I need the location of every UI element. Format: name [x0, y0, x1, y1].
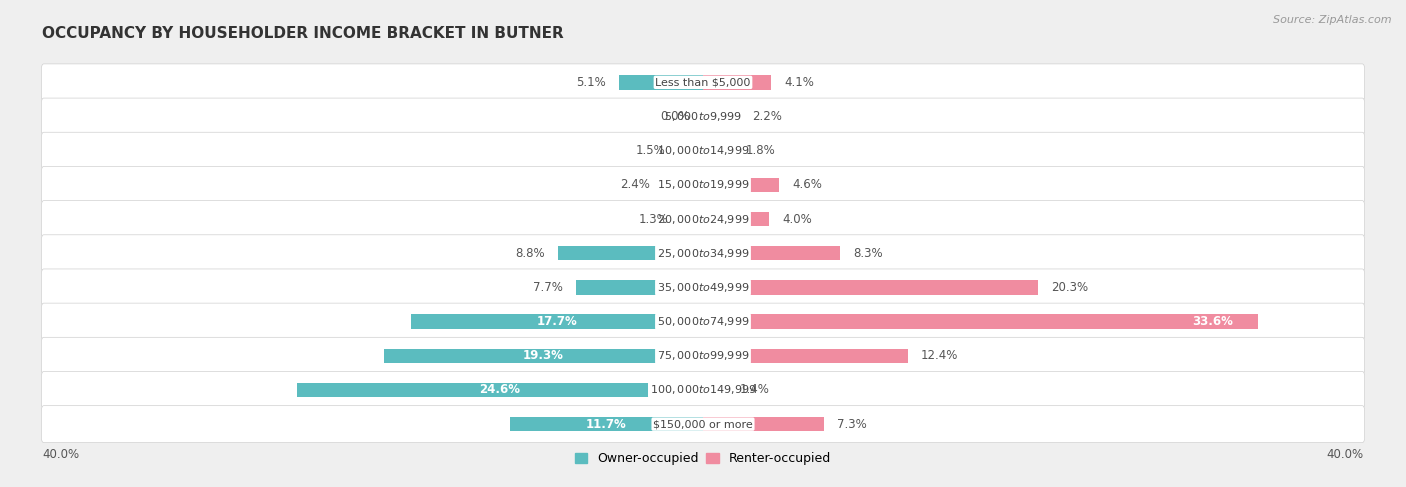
Text: 0.0%: 0.0% — [661, 110, 690, 123]
FancyBboxPatch shape — [41, 269, 1365, 306]
FancyBboxPatch shape — [41, 337, 1365, 374]
Bar — [703, 383, 725, 397]
FancyBboxPatch shape — [41, 167, 1365, 204]
Text: 40.0%: 40.0% — [1327, 448, 1364, 461]
Text: 4.1%: 4.1% — [785, 76, 814, 89]
Bar — [703, 212, 769, 226]
FancyBboxPatch shape — [41, 201, 1365, 238]
Text: $100,000 to $149,999: $100,000 to $149,999 — [650, 383, 756, 396]
Bar — [384, 349, 703, 363]
Text: $75,000 to $99,999: $75,000 to $99,999 — [657, 349, 749, 362]
Bar — [703, 75, 770, 90]
FancyBboxPatch shape — [41, 64, 1365, 101]
Text: 8.8%: 8.8% — [515, 247, 544, 260]
Text: $150,000 or more: $150,000 or more — [654, 419, 752, 429]
Bar — [510, 417, 703, 431]
Bar — [297, 383, 703, 397]
Text: 1.8%: 1.8% — [747, 144, 776, 157]
Text: 11.7%: 11.7% — [586, 418, 627, 431]
Bar — [682, 212, 703, 226]
Bar — [576, 280, 703, 295]
Bar — [703, 110, 740, 124]
Text: $50,000 to $74,999: $50,000 to $74,999 — [657, 315, 749, 328]
FancyBboxPatch shape — [41, 98, 1365, 135]
Text: $25,000 to $34,999: $25,000 to $34,999 — [657, 247, 749, 260]
Text: 8.3%: 8.3% — [853, 247, 883, 260]
Bar — [703, 315, 1258, 329]
Text: 7.7%: 7.7% — [533, 281, 562, 294]
Text: 12.4%: 12.4% — [921, 349, 959, 362]
Text: 2.2%: 2.2% — [752, 110, 782, 123]
Bar — [703, 178, 779, 192]
Text: 7.3%: 7.3% — [837, 418, 866, 431]
FancyBboxPatch shape — [41, 132, 1365, 169]
Text: 20.3%: 20.3% — [1052, 281, 1088, 294]
Bar — [703, 144, 733, 158]
Text: 1.4%: 1.4% — [740, 383, 769, 396]
Text: 19.3%: 19.3% — [523, 349, 564, 362]
Text: $20,000 to $24,999: $20,000 to $24,999 — [657, 212, 749, 225]
Text: 4.0%: 4.0% — [782, 212, 813, 225]
Text: 2.4%: 2.4% — [620, 178, 650, 191]
Text: 4.6%: 4.6% — [792, 178, 823, 191]
Bar — [703, 417, 824, 431]
Text: $5,000 to $9,999: $5,000 to $9,999 — [664, 110, 742, 123]
Text: $10,000 to $14,999: $10,000 to $14,999 — [657, 144, 749, 157]
Text: 1.5%: 1.5% — [636, 144, 665, 157]
FancyBboxPatch shape — [41, 372, 1365, 409]
Text: 40.0%: 40.0% — [42, 448, 79, 461]
FancyBboxPatch shape — [41, 235, 1365, 272]
Bar — [664, 178, 703, 192]
Legend: Owner-occupied, Renter-occupied: Owner-occupied, Renter-occupied — [575, 452, 831, 465]
Bar — [619, 75, 703, 90]
Bar — [703, 246, 841, 261]
Text: Source: ZipAtlas.com: Source: ZipAtlas.com — [1274, 15, 1392, 25]
Text: 5.1%: 5.1% — [576, 76, 606, 89]
Text: OCCUPANCY BY HOUSEHOLDER INCOME BRACKET IN BUTNER: OCCUPANCY BY HOUSEHOLDER INCOME BRACKET … — [42, 26, 564, 41]
Bar — [411, 315, 703, 329]
Text: 1.3%: 1.3% — [638, 212, 668, 225]
Bar — [703, 349, 908, 363]
Bar — [703, 280, 1039, 295]
Text: 24.6%: 24.6% — [479, 383, 520, 396]
Text: Less than $5,000: Less than $5,000 — [655, 77, 751, 87]
Bar — [558, 246, 703, 261]
Text: 17.7%: 17.7% — [537, 315, 578, 328]
Text: $35,000 to $49,999: $35,000 to $49,999 — [657, 281, 749, 294]
Bar — [678, 144, 703, 158]
Text: 33.6%: 33.6% — [1192, 315, 1233, 328]
Text: $15,000 to $19,999: $15,000 to $19,999 — [657, 178, 749, 191]
FancyBboxPatch shape — [41, 406, 1365, 443]
FancyBboxPatch shape — [41, 303, 1365, 340]
